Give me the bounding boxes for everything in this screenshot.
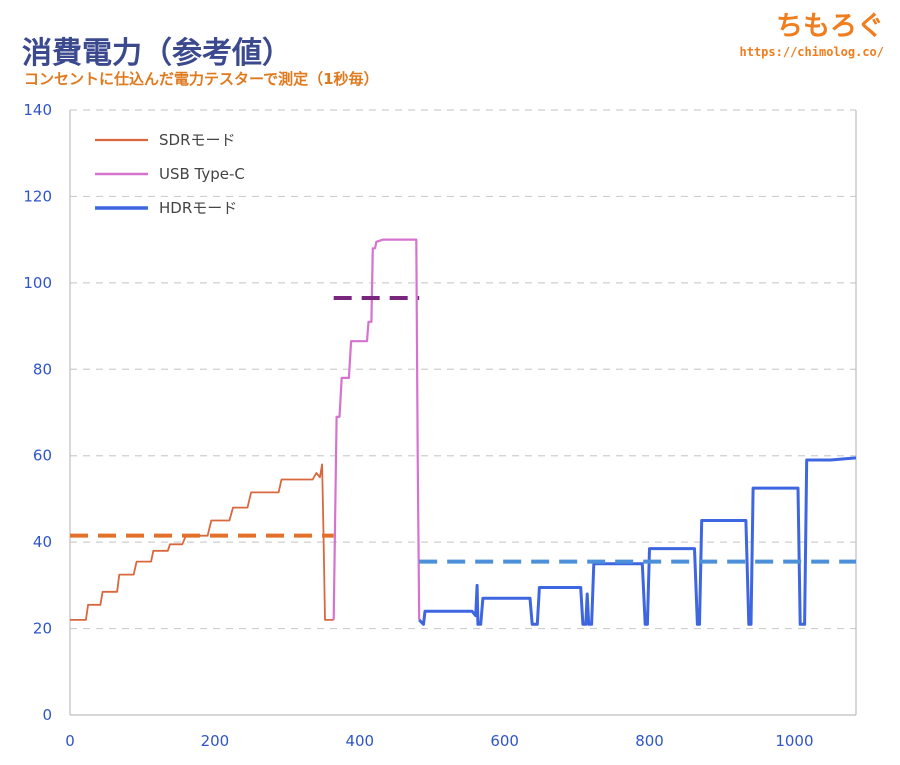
y-tick-label: 20 [33,620,52,638]
y-tick-label: 120 [23,187,52,205]
y-tick-label: 60 [33,447,52,465]
x-tick-label: 600 [490,732,519,750]
axes: 0 20 40 60 80 100 120 140 0 200 400 600 800 1000 [23,101,857,750]
x-tick-label: 200 [201,732,230,750]
series-lines [70,238,857,626]
y-tick-label: 140 [23,101,52,119]
x-tick-label: 800 [635,732,664,750]
y-tick-label: 0 [42,706,52,724]
legend-label-hdr: HDRモード [159,199,237,217]
x-tick-label: 0 [65,732,75,750]
chart-subtitle: コンセントに仕込んだ電力テスターで測定（1秒毎） [24,70,379,88]
brand-logo: ちもろぐ [776,11,884,42]
y-tick-label: 80 [33,360,52,378]
average-lines [70,295,856,564]
legend: SDRモード USB Type-C HDRモード [95,131,245,217]
brand-url: https://chimolog.co/ [739,45,885,59]
chart-title: 消費電力（参考値） [22,36,292,71]
x-tick-label: 400 [345,732,374,750]
series-line-hdr [418,456,857,626]
legend-label-sdr: SDRモード [159,131,236,149]
y-tick-label: 40 [33,533,52,551]
y-tick-label: 100 [23,274,52,292]
grid-lines [70,109,856,630]
series-line-usb [332,238,421,620]
legend-label-usb: USB Type-C [159,165,245,183]
x-tick-label: 1000 [775,732,813,750]
brand: ちもろぐ https://chimolog.co/ [740,4,885,59]
